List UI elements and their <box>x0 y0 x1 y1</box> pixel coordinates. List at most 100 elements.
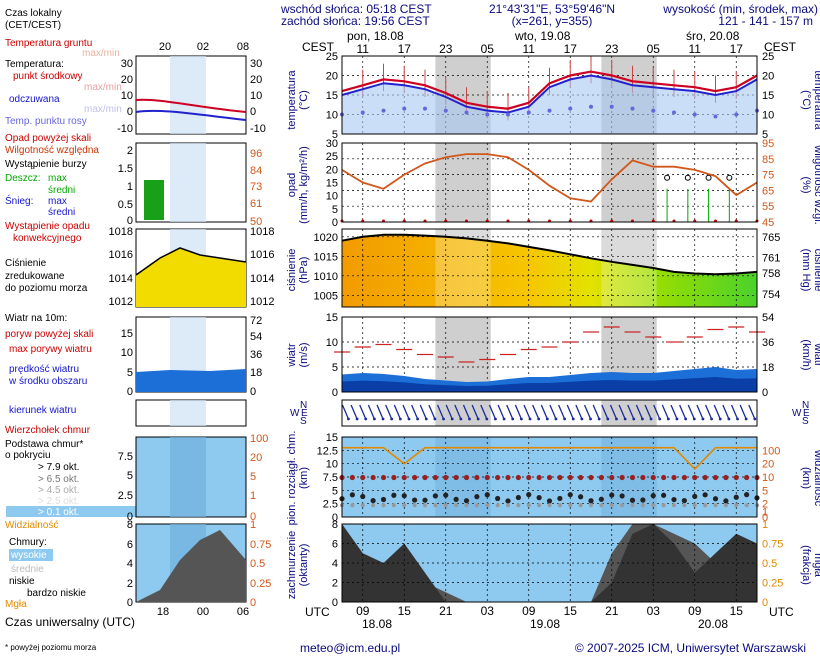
mini-tick-label: 1012 <box>250 296 274 308</box>
cloud-base-dot <box>484 492 490 498</box>
top-hour-label: 05 <box>647 42 661 56</box>
bottom-hour-label: 15 <box>730 604 744 618</box>
cloud-base-dot <box>349 492 355 498</box>
cloud-base-light-dot <box>495 503 500 508</box>
cloud-top-dot <box>401 474 407 481</box>
footer: meteo@icm.edu.pl © 2007-2025 ICM, Uniwer… <box>300 641 806 655</box>
cloud-base-dot <box>443 492 449 498</box>
wind-arrow <box>635 404 644 420</box>
cloud_visibility-left-ticks: 02.5 57.510 12.515 <box>317 432 338 524</box>
storm-marker <box>684 174 691 181</box>
feels-maxmin: max/min <box>84 104 122 115</box>
wind-arrow-head <box>459 417 463 421</box>
humidity-border <box>341 142 758 223</box>
cloud-base-light-dot <box>682 503 687 508</box>
humidity-night-1 <box>601 143 657 222</box>
wind-arrow <box>445 404 453 420</box>
cloud-base-light-dot <box>692 503 697 508</box>
mini-tick-label: 10 <box>121 347 133 359</box>
mini-tick-label: 0.75 <box>250 539 271 551</box>
wind-label: Wiatr na 10m: <box>5 313 67 324</box>
cloud_cover-border <box>341 523 758 603</box>
pressure-left-ticks: 1005 1010 1015 1020 <box>314 232 338 302</box>
utc-left-label: UTC <box>305 605 330 619</box>
wind-arrow <box>411 404 419 420</box>
vis-tick-label: 20 <box>762 459 774 471</box>
cloud-base-light-dot <box>630 503 635 508</box>
bottom-hour-label: 09 <box>522 604 536 618</box>
top-axis: CEST CEST pon, 18.08 wto, 19.08 śro, 20.… <box>302 29 797 54</box>
wind-arrow <box>601 404 609 420</box>
header: wschód słońca: 05:18 CEST zachód słońca:… <box>280 2 818 28</box>
wind-right-ticks: 0 18 36 54 <box>762 312 774 399</box>
wind-speed-label-2: w środku obszaru <box>8 376 87 387</box>
cloud-base-light-dot <box>371 503 376 508</box>
dew-point <box>464 110 469 115</box>
cloud-right-unit: (km) <box>800 467 812 489</box>
cloud-base-light-dot <box>391 503 396 508</box>
day-top-3: śro, 20.08 <box>686 29 740 43</box>
cloud-base-dot <box>536 495 542 501</box>
mini-tick-label: 2 <box>127 578 133 590</box>
wind-arrow <box>739 404 747 420</box>
storm-marker <box>705 174 712 181</box>
cloud_visibility-border <box>341 436 758 518</box>
cloud-base-dot <box>598 496 604 502</box>
cloud-top-dot <box>515 474 521 481</box>
pressure-tick-label: 1005 <box>314 290 338 302</box>
cloud_cover-tick-label: 6 <box>332 539 338 551</box>
cloud-top-dot <box>650 474 656 481</box>
cloud-top-dot <box>723 474 729 481</box>
wind-arrow <box>532 404 540 420</box>
wind-arrow <box>661 404 669 420</box>
humidity-tick-label: 10 <box>326 191 338 203</box>
wind-arrow <box>462 404 471 420</box>
cloud-base-dot <box>505 498 511 504</box>
mid-cloud-label: średnie <box>11 564 44 575</box>
cloud-right-title: widzialność <box>812 449 820 507</box>
humidity-label: Wilgotność względna <box>5 145 99 156</box>
okt-25-label: > 2.5 okt. <box>38 496 79 507</box>
cloud-base-light-dot <box>589 503 593 508</box>
temperature-tick-label: 15 <box>326 90 338 102</box>
humidity-tick-label: 20 <box>326 164 338 176</box>
wind-arrow-head <box>390 417 394 421</box>
bottom-hour-ticks: 09 15 21 03 09 15 21 03 09 15 <box>356 604 743 618</box>
cloud-base-light-dot <box>723 503 728 508</box>
wind-arrow <box>670 404 678 420</box>
wind-arrow-head <box>554 417 558 421</box>
mini-tick-label: 1 <box>250 519 256 531</box>
cloud-base-dot <box>702 492 708 498</box>
bottom-hour-label: 21 <box>605 604 619 618</box>
humidity-tick-label: 95 <box>762 138 774 150</box>
bottom-hour-label: 09 <box>688 604 702 618</box>
compass-right: N W E S <box>792 400 810 427</box>
temperature-tick-label: 20 <box>326 71 338 83</box>
cloud-top-dot <box>629 474 636 481</box>
cloud_cover-tick-label: 0 <box>332 597 338 609</box>
wind-tick-label: 10 <box>326 337 338 349</box>
okt-65-label: > 6.5 okt. <box>38 474 79 485</box>
email-link[interactable]: meteo@icm.edu.pl <box>300 641 400 655</box>
visibility-label: Widzialność <box>5 520 58 531</box>
wind-arrow-head <box>641 417 644 421</box>
temperature-border <box>341 55 758 135</box>
convective-label-2: konwekcyjnego <box>13 233 82 244</box>
top-hour-label: 11 <box>689 42 702 56</box>
top-hour-label: 11 <box>357 42 370 56</box>
mini-tick-label: 1012 <box>109 296 133 308</box>
temperature-tick-label: 20 <box>762 71 774 83</box>
wind-arrow <box>713 404 721 420</box>
cov-right-title: mgła <box>812 553 820 578</box>
temperature-tick-label: 10 <box>762 110 774 122</box>
mini-tick-label: 7.5 <box>118 451 133 463</box>
dew-point <box>589 104 593 109</box>
wind-arrow <box>471 404 479 420</box>
pressure-area <box>342 234 757 307</box>
midpoint-line <box>341 70 758 110</box>
mini-wind-area <box>136 369 246 392</box>
precip-right-unit: (%) <box>800 176 812 193</box>
wind-arrow <box>575 404 583 420</box>
compass-e: E <box>301 408 308 419</box>
